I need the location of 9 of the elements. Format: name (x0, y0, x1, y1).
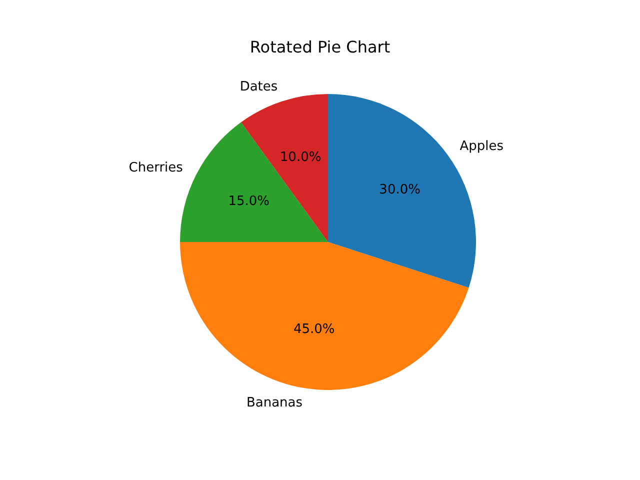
data-label: 45.0% (293, 322, 335, 338)
chart-title: Rotated Pie Chart (250, 38, 390, 56)
slice-label: Dates (240, 80, 278, 95)
slice-label: Bananas (246, 395, 303, 410)
slice-label: Cherries (128, 160, 184, 176)
data-label: 15.0% (228, 194, 270, 210)
data-label: 30.0% (379, 182, 420, 198)
slice-label: Apples (460, 138, 504, 154)
data-label: 10.0% (280, 150, 322, 166)
